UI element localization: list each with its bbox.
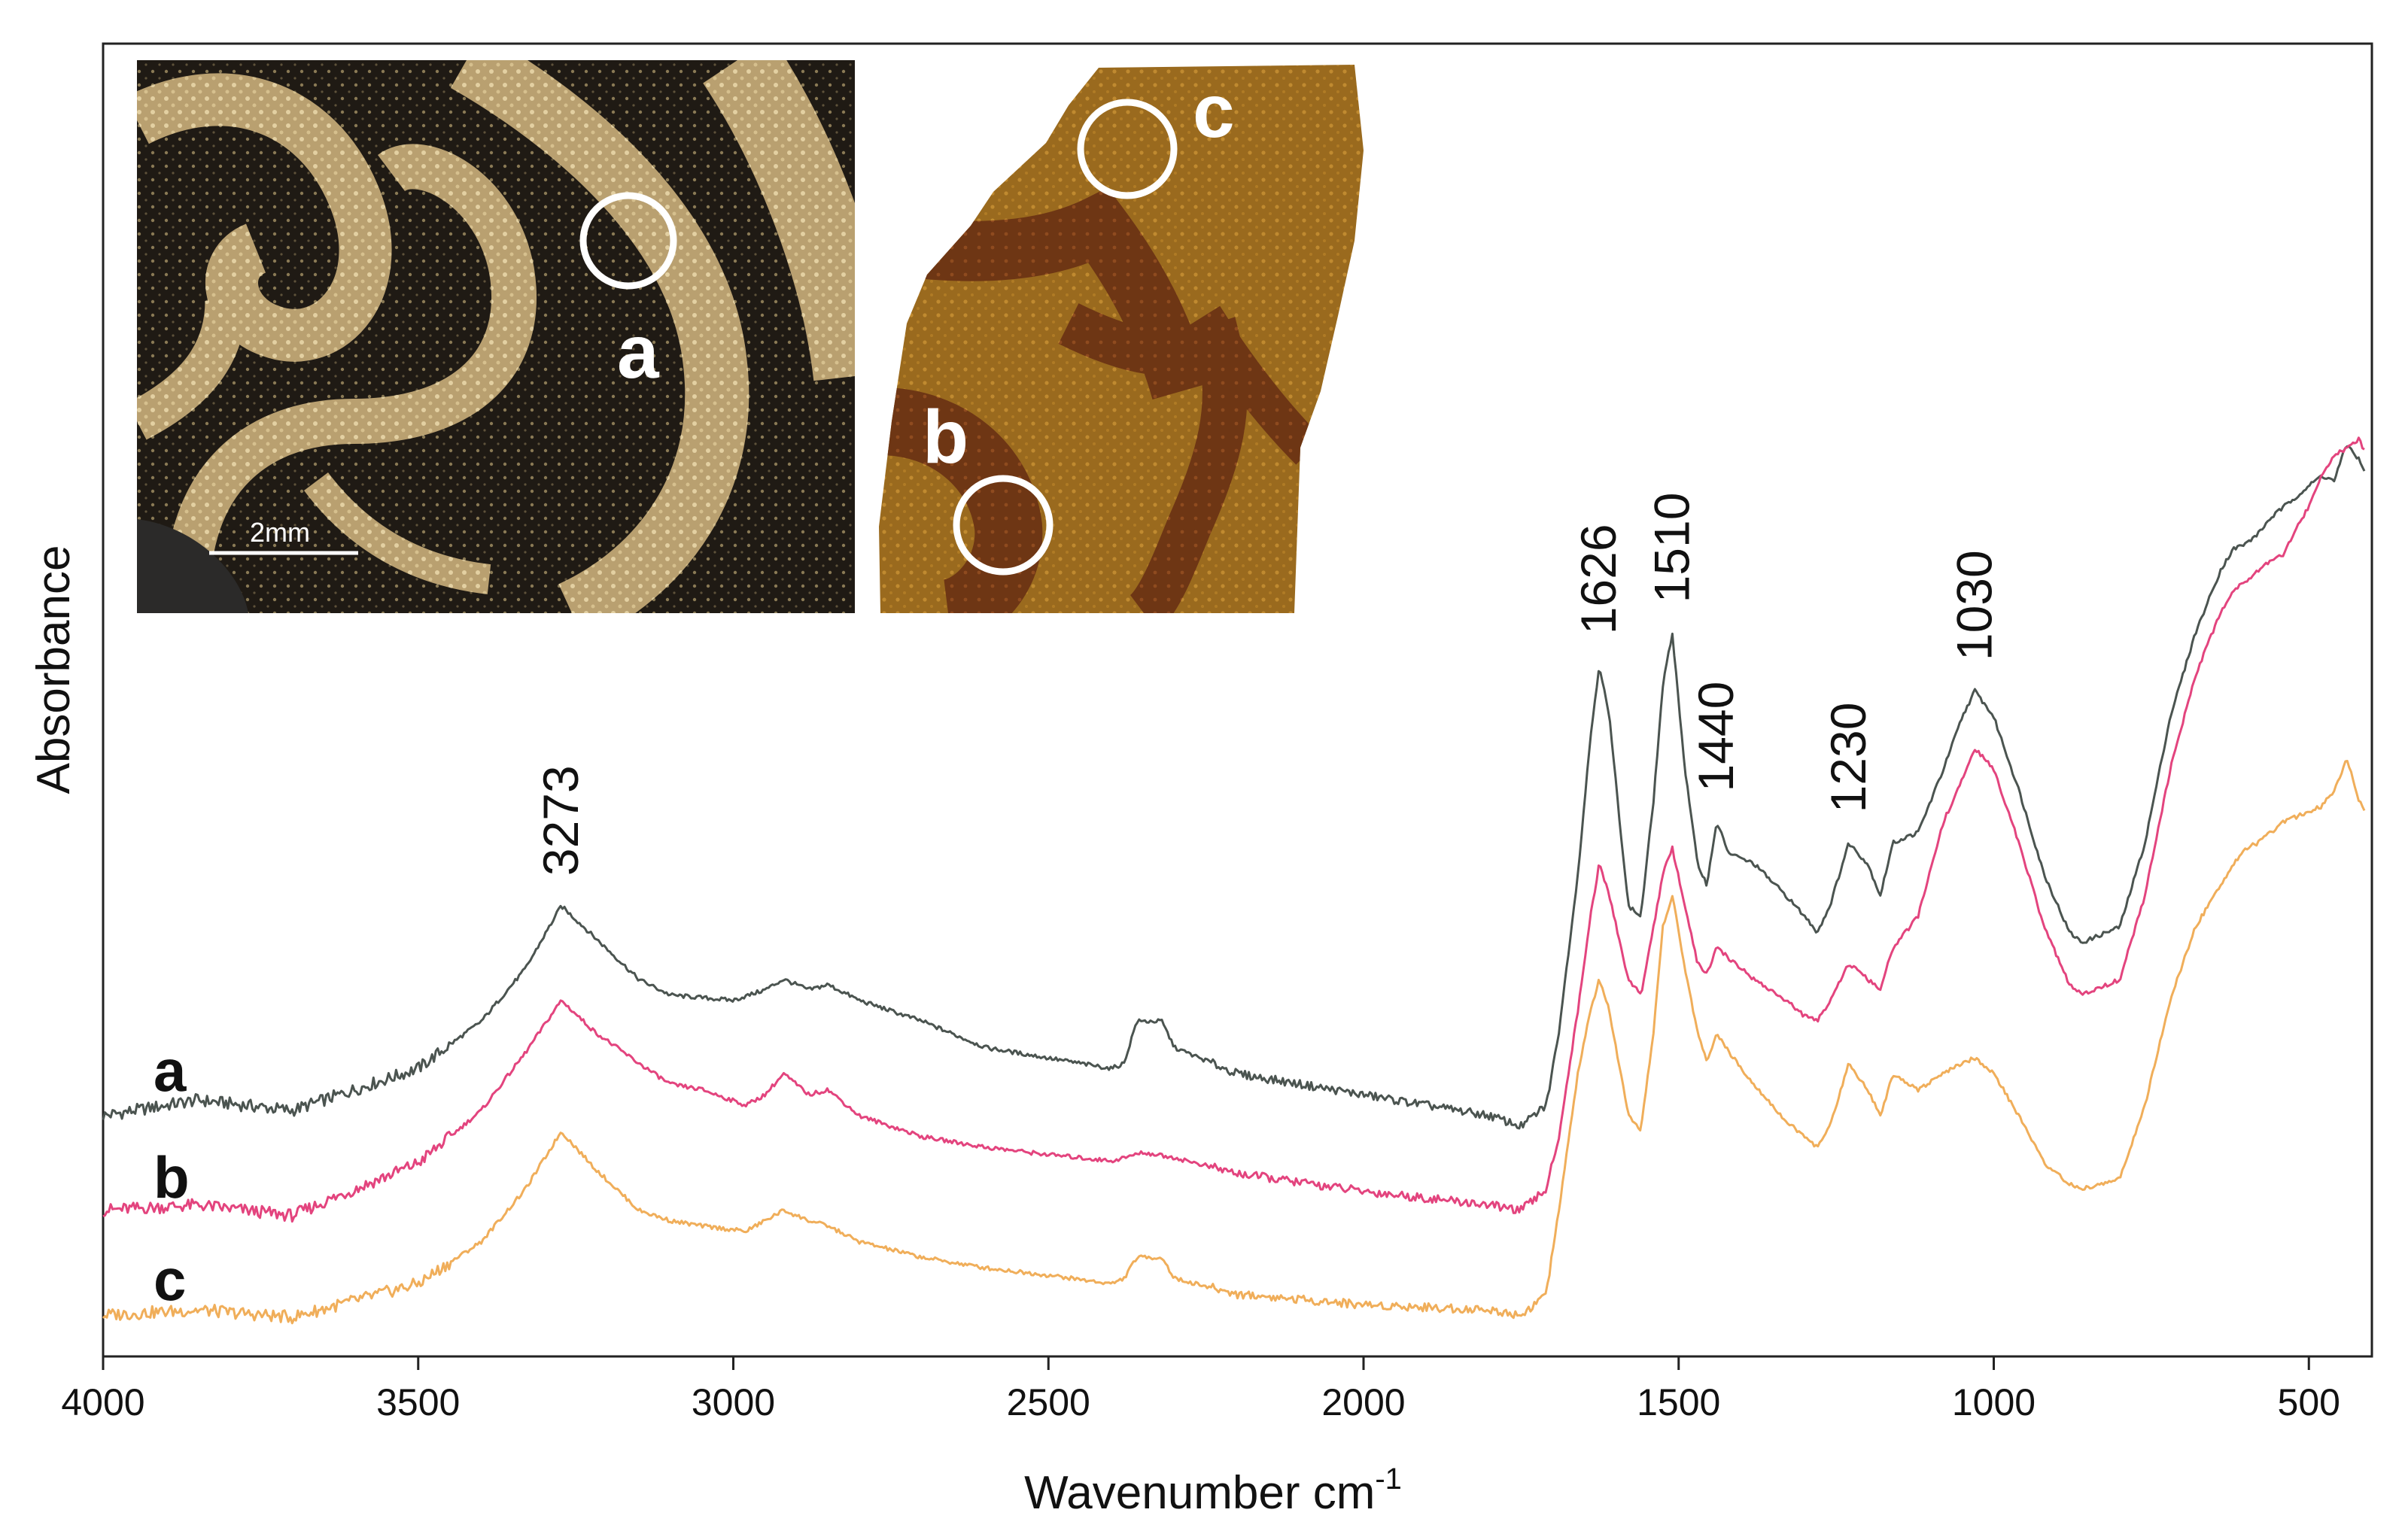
x-tick-label-500: 500 bbox=[2278, 1381, 2340, 1423]
x-axis-title-superscript: -1 bbox=[1375, 1463, 1402, 1496]
peak-annotations: 3273 1626 1510 1440 1230 1030 bbox=[533, 493, 2002, 876]
x-tick-label-3500: 3500 bbox=[376, 1381, 460, 1423]
sample-circle-c bbox=[1077, 99, 1178, 199]
plot-frame bbox=[102, 42, 2373, 1358]
sample-circle-b bbox=[953, 475, 1054, 576]
spectrum-line-a bbox=[102, 445, 2366, 1130]
y-axis-title: Absorbance bbox=[28, 545, 80, 794]
x-tick-label-1000: 1000 bbox=[1952, 1381, 2036, 1423]
x-tick-label-3000: 3000 bbox=[692, 1381, 775, 1423]
spectrum-line-b bbox=[102, 436, 2365, 1223]
x-axis: 4000 3500 3000 2500 2000 1500 1000 500 bbox=[61, 1356, 2340, 1423]
x-axis-title-main: Wavenumber cm bbox=[1024, 1467, 1375, 1519]
peak-label-1510: 1510 bbox=[1643, 493, 1699, 603]
peak-label-3273: 3273 bbox=[533, 765, 588, 876]
series-label-a: a bbox=[154, 1037, 187, 1104]
sample-circle-a bbox=[579, 192, 677, 290]
peak-label-1626: 1626 bbox=[1570, 524, 1626, 634]
inset-label-a: a bbox=[617, 310, 660, 394]
series-layer bbox=[102, 436, 2366, 1325]
peak-label-1230: 1230 bbox=[1820, 703, 1876, 813]
x-tick-label-4000: 4000 bbox=[61, 1381, 144, 1423]
peak-label-1030: 1030 bbox=[1946, 550, 2002, 661]
peak-label-1440: 1440 bbox=[1688, 682, 1744, 792]
x-tick-label-2000: 2000 bbox=[1321, 1381, 1405, 1423]
inset-label-b: b bbox=[923, 395, 968, 479]
scale-bar-label: 2mm bbox=[250, 517, 310, 548]
series-label-b: b bbox=[154, 1144, 190, 1210]
x-axis-title: Wavenumber cm-1 bbox=[1024, 1463, 1402, 1519]
inset-label-c: c bbox=[1193, 69, 1235, 153]
x-tick-label-1500: 1500 bbox=[1637, 1381, 1720, 1423]
inset-left-photo bbox=[137, 60, 855, 613]
x-tick-label-2500: 2500 bbox=[1007, 1381, 1090, 1423]
inset-right-photo bbox=[879, 65, 1364, 613]
series-label-c: c bbox=[154, 1247, 186, 1313]
spectrum-line-c bbox=[102, 760, 2366, 1325]
